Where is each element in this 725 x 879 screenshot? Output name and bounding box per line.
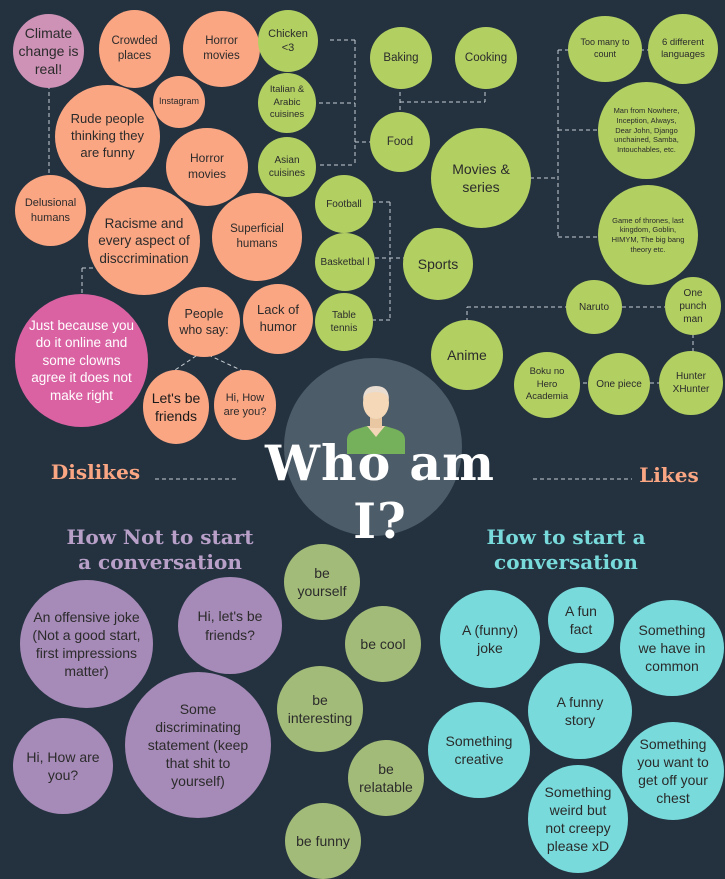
bubble-hi-lets-be-friends: Hi, let's be friends?: [178, 577, 282, 674]
bubble-offensive-joke: An offensive joke (Not a good start, fir…: [20, 580, 153, 708]
bubble-racisme: Racisme and every aspect of discсriminat…: [88, 187, 200, 295]
bubble-be-relatable: be relatable: [348, 740, 424, 816]
bubble-rude-people: Rude people thinking they are funny: [55, 85, 160, 188]
how-to-heading: How to start a conversation: [486, 525, 646, 574]
bubble-asian-cuisines: Asian cuisines: [258, 137, 316, 197]
bubble-in-common: Something we have in common: [620, 600, 724, 696]
bubble-crowded-places: Crowded places: [99, 10, 170, 88]
bubble-too-many-to-count: Too many to count: [568, 16, 642, 82]
bubble-hunter-x-hunter: Hunter XHunter: [659, 351, 723, 415]
bubble-table-tennis: Table tennis: [315, 293, 373, 351]
how-not-heading: How Not to start a conversation: [66, 525, 254, 574]
bubble-basketball: Basketbal l: [315, 233, 375, 291]
bubble-horror-movies-1: Horror movies: [183, 11, 260, 87]
bubble-one-piece: One piece: [588, 353, 650, 415]
likes-label: Likes: [639, 463, 699, 487]
bubble-baking: Baking: [370, 27, 432, 89]
bubble-be-cool: be cool: [345, 606, 421, 682]
bubble-movie-list: Man from Nowhere, Inception, Always, Dea…: [598, 82, 695, 179]
connector: [171, 351, 203, 373]
bubble-be-funny: be funny: [285, 803, 361, 879]
person-avatar-icon: [347, 386, 405, 454]
bubble-be-yourself: be yourself: [284, 544, 360, 620]
bubble-italian-arabic: Italian & Arabic cuisines: [258, 73, 316, 133]
bubble-hi-how-are-you: Hi, How are you?: [13, 718, 113, 814]
bubble-lets-be-friends: Let's be friends: [143, 370, 209, 444]
bubble-horror-movies-2: Horror movies: [166, 128, 248, 206]
bubble-one-punch-man: One punch man: [665, 277, 721, 335]
bubble-series-list: Game of thrones, last kingdom, Goblin, H…: [598, 185, 698, 285]
bubble-lack-of-humor: Lack of humor: [243, 284, 313, 354]
dislikes-label: Dislikes: [50, 460, 141, 484]
bubble-hi-how-are-you-dislike: Hi, How are you?: [214, 370, 276, 440]
bubble-fun-fact: A fun fact: [548, 587, 614, 653]
bubble-something-creative: Something creative: [428, 702, 530, 798]
bubble-people-who-say: People who say:: [168, 287, 240, 357]
bubble-6-languages: 6 different languages: [648, 14, 718, 84]
bubble-cooking: Cooking: [455, 27, 517, 89]
page-title: Who am I?: [265, 434, 495, 550]
bubble-something-weird: Something weird but not creepy please xD: [528, 765, 628, 873]
bubble-football: Football: [315, 175, 373, 233]
bubble-food: Food: [370, 112, 430, 172]
bubble-funny-story: A funny story: [528, 663, 632, 759]
bubble-instagram: Instagram: [153, 76, 205, 128]
bubble-climate: Climate change is real!: [13, 14, 84, 88]
bubble-funny-joke: A (funny) joke: [440, 590, 540, 688]
bubble-sports: Sports: [403, 228, 473, 300]
bubble-be-interesting: be interesting: [277, 666, 363, 752]
bubble-chicken: Chicken <3: [258, 10, 318, 72]
bubble-movies-series: Movies & series: [431, 128, 531, 228]
bubble-just-because: Just because you do it online and some c…: [15, 294, 148, 427]
bubble-superficial-humans: Superficial humans: [212, 193, 302, 281]
bubble-delusional-humans: Delusional humans: [15, 175, 86, 246]
bubble-discriminating-statement: Some discriminating statement (keep that…: [125, 672, 271, 818]
bubble-naruto: Naruto: [566, 280, 622, 334]
bubble-anime: Anime: [431, 320, 503, 390]
bubble-boku-no-hero: Boku no Hero Academia: [514, 352, 580, 418]
bubble-get-off-chest: Something you want to get off your chest: [622, 722, 724, 820]
